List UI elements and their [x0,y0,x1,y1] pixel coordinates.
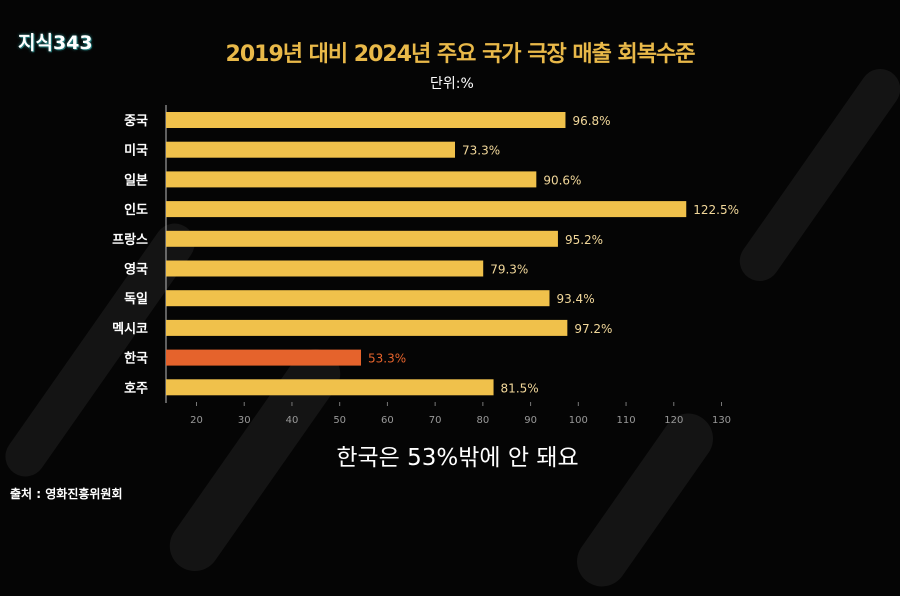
x-tick-label: 110 [616,415,635,426]
bar-0 [166,112,566,128]
x-tick-label: 100 [569,415,588,426]
category-label: 일본 [124,173,148,188]
x-tick-label: 30 [238,415,251,426]
data-label: 79.3% [490,263,528,277]
data-label: 122.5% [693,203,739,217]
bar-2 [166,171,537,188]
bar-6 [166,290,550,307]
x-tick-label: 120 [664,415,683,426]
data-label: 93.4% [556,292,594,306]
x-tick-label: 80 [476,415,489,426]
bar-3 [166,201,687,218]
bar-7 [166,319,568,336]
x-tick-label: 20 [190,415,203,426]
category-label: 멕시코 [112,321,148,337]
bar-9 [166,379,494,396]
source-note: 출처 : 영화진흥위원회 [10,487,123,501]
chart-unit: 단위:% [430,76,474,92]
category-label: 한국 [124,351,148,367]
bar-1 [166,141,456,158]
bar-5 [166,260,484,277]
data-label: 95.2% [565,233,603,247]
bar-chart: 중국 96.8% 미국 73.3% 일본 90.6% 인도 122.5% 프랑스 95.2% 영국 7… [112,105,739,426]
data-label: 73.3% [462,144,500,158]
x-tick-label: 60 [381,415,394,426]
category-label: 인도 [124,202,148,218]
category-label: 중국 [124,114,148,129]
x-tick-label: 50 [333,415,346,426]
bar-4 [166,230,558,247]
subtitle-caption: 한국은 53%밖에 안 돼요 [336,445,579,471]
category-label: 호주 [124,381,148,396]
x-tick-label: 90 [524,415,537,426]
x-tick-label: 40 [286,415,299,426]
bar-8 [166,349,362,366]
x-tick-label: 130 [712,415,731,426]
channel-logo: 지식343 [18,32,93,54]
data-label: 90.6% [543,173,581,187]
category-label: 영국 [124,263,148,278]
category-label: 독일 [124,292,148,307]
category-label: 미국 [124,143,148,159]
data-label: 96.8% [572,114,610,128]
data-label: 97.2% [574,322,612,336]
data-label: 81.5% [501,381,539,395]
data-label: 53.3% [368,352,406,366]
chart-title: 2019년 대비 2024년 주요 국가 극장 매출 회복수준 [225,42,696,67]
x-tick-label: 70 [429,415,442,426]
category-label: 프랑스 [112,233,148,248]
